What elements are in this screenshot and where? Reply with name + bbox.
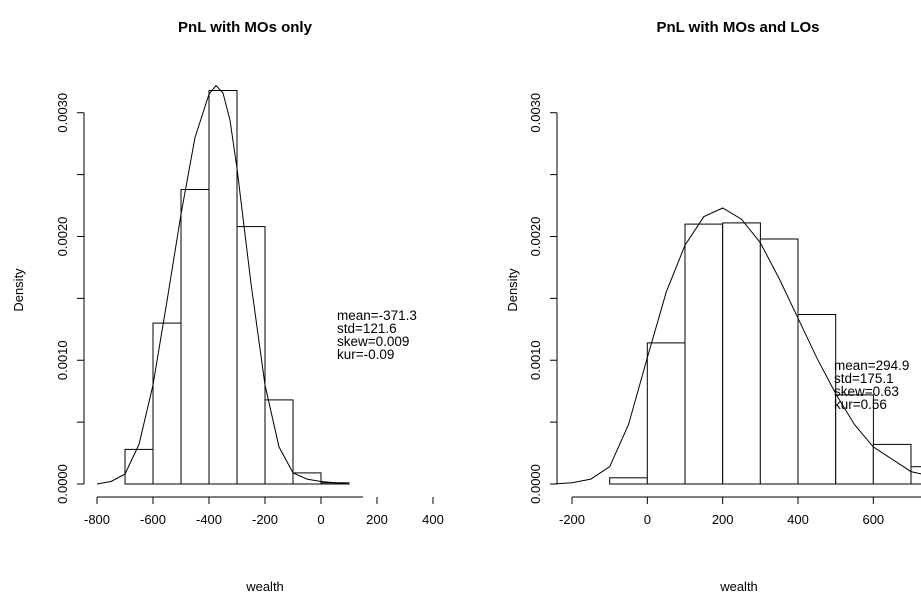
x-tick-label: -600 [140,512,166,527]
histogram-bar [236,226,266,485]
histogram-panel-mos-only: PnL with MOs only wealth Density -800 -60… [11,19,444,594]
stats-line: std=121.6 [337,321,397,336]
x-tick-label: -200 [252,512,278,527]
histogram-bar [152,322,182,485]
x-axis-label: wealth [719,579,758,594]
y-axis-label: Density [505,268,520,312]
x-tick-label: -200 [559,512,585,527]
bars [124,90,350,485]
x-tick-label: 200 [712,512,734,527]
y-tick-label: 0.0020 [528,217,543,257]
histogram-bar [872,443,912,485]
stats-line: kur=0.56 [834,397,887,412]
stats-line: skew=0.63 [834,384,899,399]
histogram-panel-mos-and-los: PnL with MOs and LOs wealth Density -200… [505,19,921,594]
y-tick-label: 0.0000 [528,464,543,504]
histogram-bar [684,223,724,485]
bars [609,222,921,485]
y-axis: 0.0000 0.0010 0.0020 0.0030 [528,93,558,504]
y-axis-label: Density [11,268,26,312]
histogram-bar [646,342,686,485]
y-tick-label: 0.0030 [55,93,70,133]
stats-line: mean=-371.3 [337,308,417,323]
histogram-bar [124,448,154,485]
x-tick-label: 200 [366,512,388,527]
chart-title: PnL with MOs and LOs [656,19,819,36]
histogram-bar [722,222,761,485]
histogram-bar [759,238,799,485]
x-axis: -800 -600 -400 -200 0 200 400 [84,496,444,527]
histogram-bar [797,314,837,485]
histogram-bar [292,472,322,485]
y-axis: 0.0000 0.0010 0.0020 0.0030 [55,93,85,504]
histogram-bar [180,189,210,485]
x-tick-label: 0 [317,512,324,527]
histogram-bar [264,399,294,485]
x-tick-label: -400 [196,512,222,527]
stats-line: kur=-0.09 [337,347,394,362]
stats-line: mean=294.9 [834,358,909,373]
histogram-bar [609,477,648,485]
histogram-bar [208,90,238,485]
density-curve [553,207,921,485]
x-tick-label: 0 [644,512,651,527]
density-curve [96,84,350,485]
histogram-bar [910,466,921,485]
x-tick-label: 400 [422,512,444,527]
y-tick-label: 0.0000 [55,464,70,504]
y-tick-label: 0.0010 [55,340,70,380]
x-axis-label: wealth [245,579,284,594]
stats-line: std=175.1 [834,371,894,386]
chart-title: PnL with MOs only [178,19,313,36]
stats-line: skew=0.009 [337,334,409,349]
x-tick-label: 600 [862,512,884,527]
x-tick-label: 400 [787,512,809,527]
y-tick-label: 0.0030 [528,93,543,133]
x-tick-label: -800 [84,512,110,527]
y-tick-label: 0.0020 [55,217,70,257]
x-axis: -20002004006008001000 [559,496,921,527]
y-tick-label: 0.0010 [528,340,543,380]
